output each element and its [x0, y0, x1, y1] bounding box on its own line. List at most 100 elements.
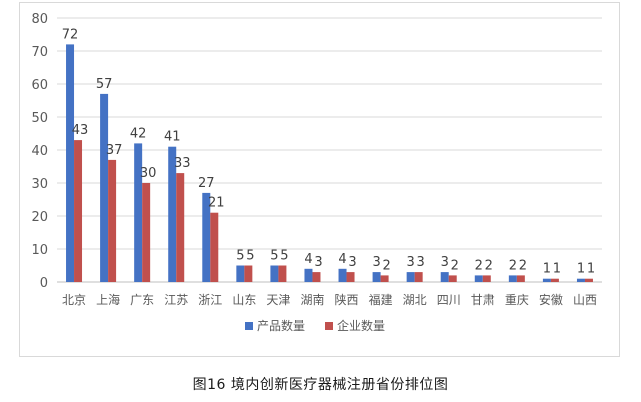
bar-product: [236, 265, 245, 282]
x-category-label: 福建: [369, 292, 393, 307]
data-label-product: 42: [130, 126, 147, 141]
x-category-label: 浙江: [198, 293, 222, 307]
data-label-product: 2: [475, 258, 483, 273]
bar-company: [516, 275, 525, 282]
x-category-label: 甘肃: [471, 293, 495, 307]
x-category-label: 重庆: [505, 293, 529, 307]
legend-label-company: 企业数量: [337, 318, 385, 333]
data-label-company: 43: [72, 123, 89, 138]
bar-company: [380, 275, 389, 282]
x-category-label: 陕西: [335, 292, 359, 307]
bar-company: [482, 275, 491, 282]
chart-frame: [19, 2, 620, 357]
bar-company: [142, 183, 151, 282]
x-category-label: 湖北: [403, 292, 427, 307]
data-label-product: 27: [198, 176, 215, 191]
bar-product: [474, 275, 483, 282]
figure-caption: 图16 境内创新医疗器械注册省份排位图: [192, 377, 449, 393]
legend: 产品数量 企业数量: [245, 318, 385, 333]
data-label-product: 1: [543, 262, 551, 277]
data-label-company: 2: [485, 258, 493, 273]
bar-product: [66, 44, 75, 283]
data-label-product: 3: [372, 255, 380, 270]
bar-company: [346, 272, 355, 282]
data-label-company: 3: [348, 255, 356, 270]
y-tick-label: 60: [31, 78, 48, 93]
x-category-label: 四川: [437, 293, 461, 307]
bar-product: [406, 272, 415, 282]
data-label-company: 3: [417, 255, 425, 270]
bar-company: [550, 278, 559, 282]
bar-company: [584, 278, 593, 282]
data-label-company: 5: [246, 249, 254, 264]
y-tick-label: 40: [31, 144, 48, 159]
y-tick-label: 30: [31, 177, 48, 192]
x-category-label: 安徽: [539, 292, 563, 307]
data-label-company: 37: [106, 143, 123, 158]
y-tick-label: 0: [40, 276, 48, 291]
bar-company: [176, 173, 185, 282]
x-category-label: 北京: [62, 293, 86, 307]
data-label-product: 3: [407, 255, 415, 270]
bar-product: [202, 192, 211, 282]
data-label-company: 2: [451, 258, 459, 273]
y-tick-label: 70: [31, 45, 48, 60]
y-tick-label: 50: [31, 111, 48, 126]
bar-product: [508, 275, 517, 282]
x-category-label: 山东: [232, 293, 256, 307]
bar-product: [372, 272, 381, 282]
data-label-company: 21: [208, 196, 225, 211]
x-axis-categories: 北京 上海 广东 江苏 浙江 山东 天津 湖南 陕西 福建 湖北 四川 甘肃 重庆 安徽 山西: [62, 292, 597, 307]
bar-product: [304, 268, 313, 282]
data-label-company: 3: [314, 255, 322, 270]
data-label-company: 30: [140, 166, 157, 181]
y-tick-label: 80: [31, 12, 48, 27]
legend-label-product: 产品数量: [257, 318, 305, 333]
data-label-product: 72: [62, 27, 79, 42]
bars: [66, 44, 593, 283]
data-label-company: 1: [553, 262, 561, 277]
bar-company: [210, 212, 219, 282]
bar-product: [100, 93, 109, 283]
data-label-product: 2: [509, 258, 517, 273]
x-category-label: 山西: [573, 293, 597, 307]
data-label-company: 33: [174, 156, 191, 171]
y-tick-label: 10: [31, 243, 48, 258]
data-label-product: 5: [270, 249, 278, 264]
x-category-label: 广东: [130, 293, 154, 307]
bar-company: [244, 265, 253, 282]
data-label-company: 2: [382, 258, 390, 273]
bar-product: [338, 268, 347, 282]
data-label-product: 4: [304, 252, 312, 267]
x-category-label: 上海: [96, 292, 120, 307]
data-label-product: 57: [96, 77, 113, 92]
legend-swatch-product: [245, 322, 253, 330]
bar-product: [168, 146, 177, 282]
bar-company: [448, 275, 457, 282]
bar-product: [270, 265, 279, 282]
legend-swatch-company: [325, 322, 333, 330]
data-label-company: 1: [587, 262, 595, 277]
data-label-product: 41: [164, 130, 181, 145]
bar-product: [542, 278, 551, 282]
data-label-product: 1: [577, 262, 585, 277]
y-tick-label: 20: [31, 210, 48, 225]
data-label-product: 4: [338, 252, 346, 267]
bar-company: [414, 272, 423, 282]
data-label-company: 2: [519, 258, 527, 273]
bar-company: [278, 265, 287, 282]
bar-product: [134, 143, 143, 282]
data-label-company: 5: [280, 249, 288, 264]
bar-company: [312, 272, 321, 282]
bar-company: [108, 159, 117, 282]
bar-company: [74, 140, 83, 282]
bar-product: [440, 272, 449, 282]
x-category-label: 天津: [266, 293, 290, 307]
x-category-label: 江苏: [164, 293, 188, 307]
x-category-label: 湖南: [300, 292, 324, 307]
data-label-product: 5: [236, 249, 244, 264]
bar-product: [576, 278, 585, 282]
data-label-product: 3: [441, 255, 449, 270]
